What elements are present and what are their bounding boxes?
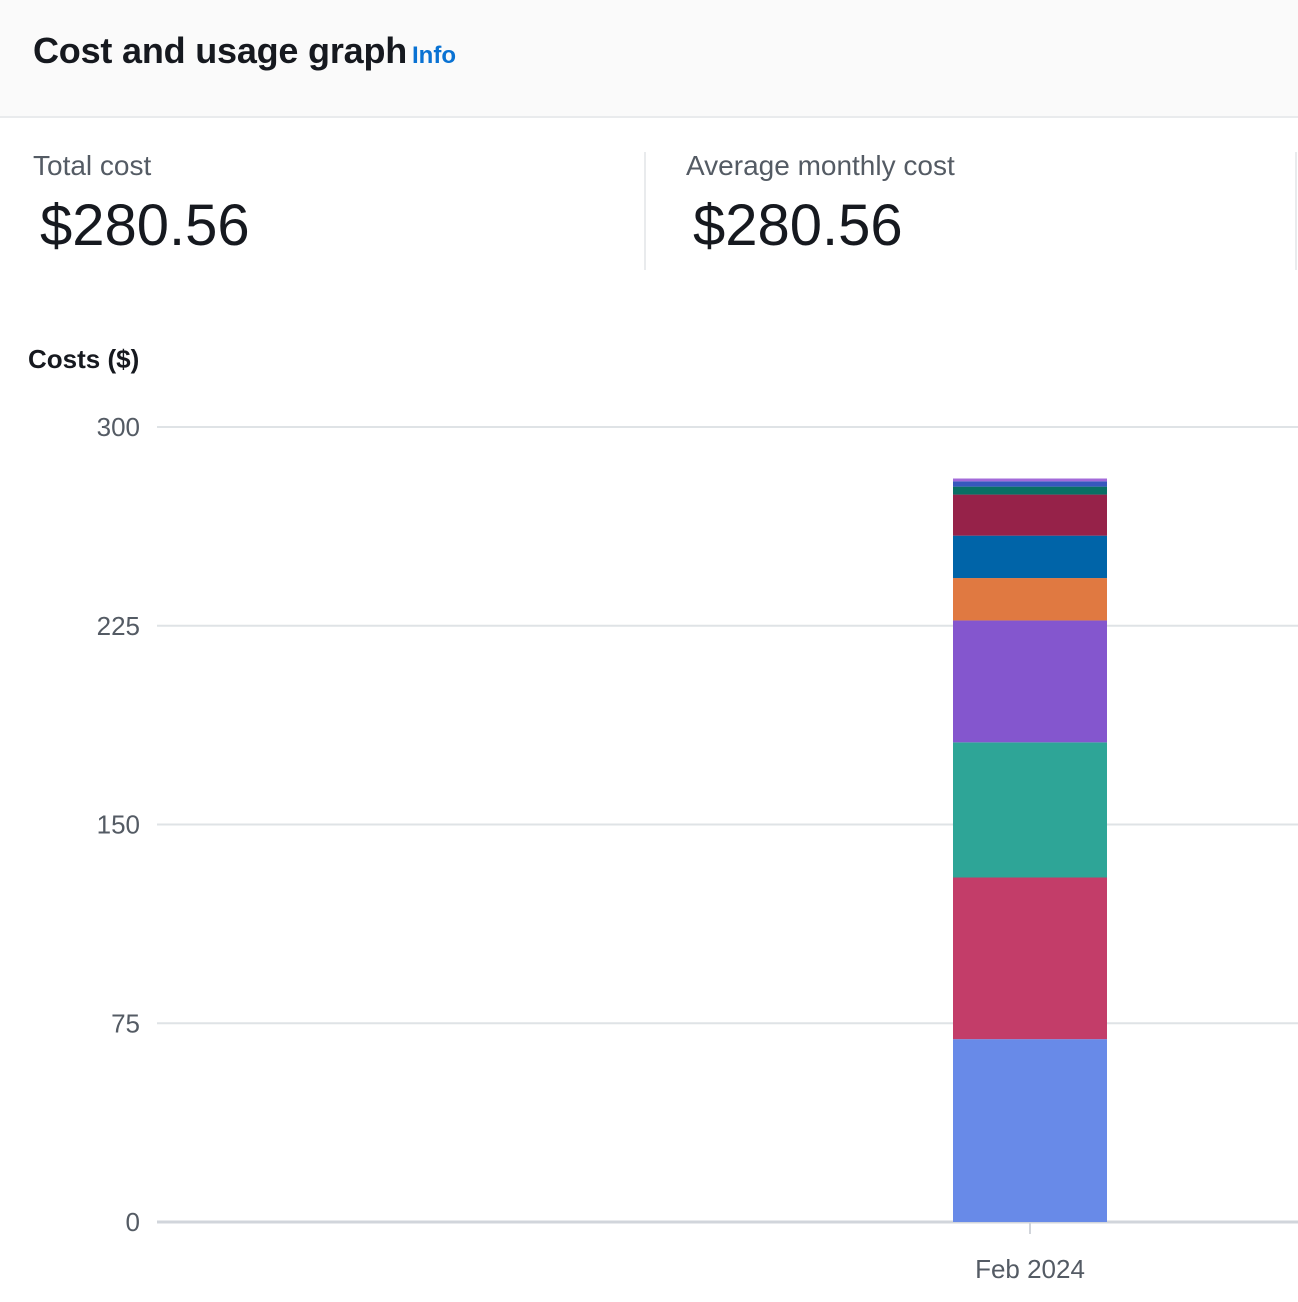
total-cost-label: Total cost <box>33 150 152 181</box>
bar-segment-4[interactable] <box>953 620 1107 743</box>
y-tick-label: 150 <box>97 810 140 840</box>
y-tick-label: 75 <box>111 1008 140 1038</box>
panel-header: Cost and usage graph Info <box>0 0 1298 118</box>
panel-title: Cost and usage graph <box>33 30 408 71</box>
bar-segment-8[interactable] <box>953 486 1107 495</box>
y-axis-title: Costs ($) <box>28 344 140 374</box>
average-monthly-cost-metric: Average monthly cost $280.56 <box>686 150 955 259</box>
y-tick-labels: 0 75 150 225 300 <box>97 412 140 1237</box>
average-monthly-cost-label: Average monthly cost <box>686 150 955 181</box>
y-tick-label: 225 <box>97 611 140 641</box>
bar-segment-2[interactable] <box>953 877 1107 1040</box>
stacked-bars <box>953 478 1107 1222</box>
chart-canvas: 0 75 150 225 300 Feb 2024 <box>97 412 1298 1284</box>
cost-chart: Costs ($) 0 75 150 225 300 Feb 2024 <box>0 330 1298 1302</box>
bar-segment-1[interactable] <box>953 1039 1107 1222</box>
bar-segment-10[interactable] <box>953 478 1107 482</box>
y-tick-label: 0 <box>126 1207 140 1237</box>
y-tick-label: 300 <box>97 412 140 442</box>
x-tick-label: Feb 2024 <box>975 1254 1085 1284</box>
total-cost-metric: Total cost $280.56 <box>33 150 250 259</box>
average-monthly-cost-value: $280.56 <box>693 193 903 258</box>
bar-segment-7[interactable] <box>953 494 1107 536</box>
bar-segment-5[interactable] <box>953 578 1107 621</box>
metric-divider <box>644 152 646 270</box>
metric-divider <box>1295 152 1297 270</box>
bar-segment-9[interactable] <box>953 481 1107 487</box>
x-axis: Feb 2024 <box>975 1222 1085 1284</box>
gridlines <box>157 426 1298 1224</box>
bar-segment-3[interactable] <box>953 742 1107 878</box>
info-link[interactable]: Info <box>412 42 456 69</box>
total-cost-value: $280.56 <box>40 193 250 258</box>
bar-segment-6[interactable] <box>953 535 1107 579</box>
